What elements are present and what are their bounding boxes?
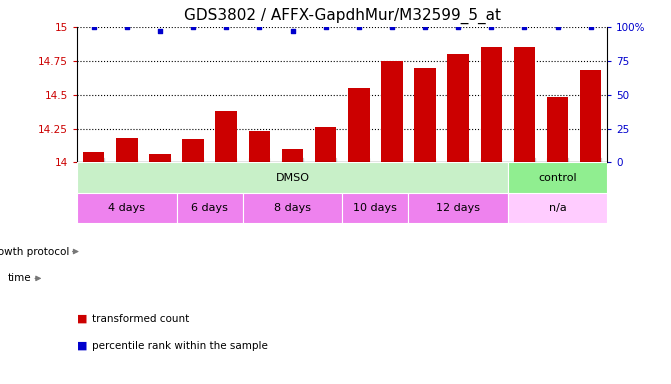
Text: DMSO: DMSO: [276, 172, 309, 182]
Point: [221, 24, 231, 30]
Bar: [315, 127, 336, 162]
Text: ■: ■: [77, 341, 88, 351]
Bar: [348, 88, 370, 162]
Bar: [183, 139, 204, 162]
Bar: [448, 54, 469, 162]
Point: [519, 24, 530, 30]
Bar: [508, 193, 607, 223]
Text: 10 days: 10 days: [354, 203, 397, 213]
Text: transformed count: transformed count: [92, 314, 189, 324]
Text: n/a: n/a: [549, 203, 566, 213]
Point: [486, 24, 497, 30]
Point: [89, 24, 99, 30]
Bar: [480, 47, 502, 162]
Bar: [149, 154, 170, 162]
Text: 6 days: 6 days: [191, 203, 228, 213]
Bar: [381, 61, 403, 162]
Text: 12 days: 12 days: [436, 203, 480, 213]
Bar: [414, 68, 435, 162]
Bar: [508, 162, 607, 193]
Point: [188, 24, 199, 30]
Bar: [249, 131, 270, 162]
Title: GDS3802 / AFFX-GapdhMur/M32599_5_at: GDS3802 / AFFX-GapdhMur/M32599_5_at: [184, 8, 501, 24]
Point: [154, 28, 165, 34]
Text: time: time: [8, 273, 32, 283]
Bar: [547, 98, 568, 162]
Point: [552, 24, 563, 30]
Text: 4 days: 4 days: [108, 203, 146, 213]
Point: [354, 24, 364, 30]
Bar: [342, 193, 409, 223]
Point: [453, 24, 464, 30]
Bar: [514, 47, 535, 162]
Point: [585, 24, 596, 30]
Bar: [83, 152, 105, 162]
Text: growth protocol: growth protocol: [0, 247, 69, 257]
Text: 8 days: 8 days: [274, 203, 311, 213]
Point: [287, 28, 298, 34]
Text: percentile rank within the sample: percentile rank within the sample: [92, 341, 268, 351]
Point: [254, 24, 265, 30]
Bar: [176, 193, 243, 223]
Point: [386, 24, 397, 30]
Bar: [243, 193, 342, 223]
Bar: [580, 70, 601, 162]
Text: ■: ■: [77, 314, 88, 324]
Bar: [282, 149, 303, 162]
Bar: [116, 138, 138, 162]
Bar: [215, 111, 237, 162]
Point: [121, 24, 132, 30]
Point: [320, 24, 331, 30]
Bar: [77, 162, 508, 193]
Text: control: control: [538, 172, 577, 182]
Bar: [409, 193, 508, 223]
Point: [419, 24, 430, 30]
Bar: [77, 193, 176, 223]
